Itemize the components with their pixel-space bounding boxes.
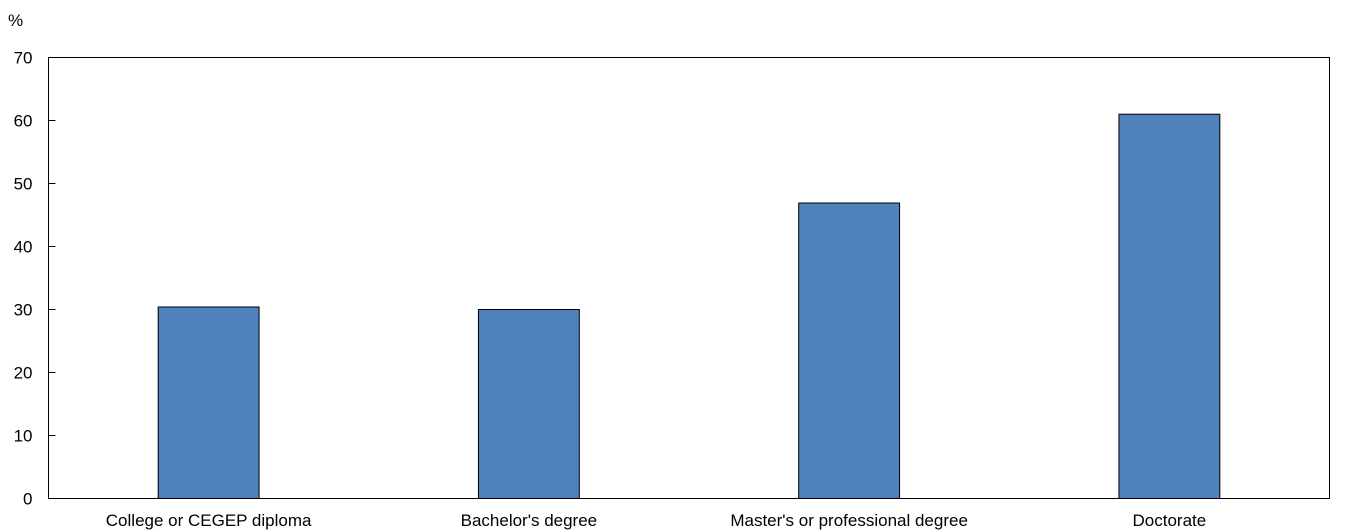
- x-tick-label: Doctorate: [1133, 511, 1207, 530]
- y-tick-label: 10: [14, 427, 33, 446]
- bar: [157, 306, 260, 500]
- y-axis-unit-label: %: [8, 11, 23, 30]
- y-tick-label: 50: [14, 175, 33, 194]
- bar: [477, 309, 580, 499]
- y-tick-label: 20: [14, 364, 33, 383]
- y-tick-label: 70: [14, 49, 33, 68]
- bar: [1118, 113, 1221, 499]
- x-axis-ticks: College or CEGEP diploma Bachelor's degre…: [106, 511, 1206, 530]
- y-tick-label: 60: [14, 112, 33, 131]
- bar: [798, 202, 901, 499]
- y-tick-label: 40: [14, 238, 33, 257]
- y-tick-label: 30: [14, 301, 33, 320]
- x-tick-label: College or CEGEP diploma: [106, 511, 312, 530]
- plot-area-frame: [48, 57, 1330, 499]
- x-tick-label: Bachelor's degree: [461, 511, 598, 530]
- x-tick-label: Master's or professional degree: [730, 511, 968, 530]
- bars: [157, 113, 1221, 500]
- y-tick-label: 0: [23, 490, 32, 509]
- y-axis-ticks: 0 10 20 30 40 50 60 70: [14, 49, 56, 509]
